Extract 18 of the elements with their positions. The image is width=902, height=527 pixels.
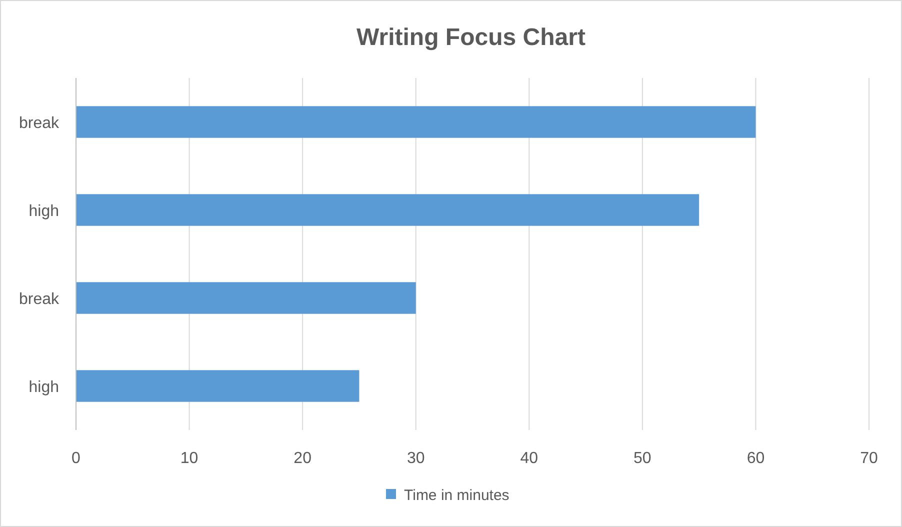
- x-tick-label: 10: [180, 450, 198, 467]
- x-tick-label: 40: [520, 450, 538, 467]
- x-tick-label: 20: [294, 450, 312, 467]
- bar: [76, 282, 416, 314]
- bar: [76, 370, 360, 402]
- y-tick-label: high: [28, 379, 59, 396]
- y-tick-label: break: [18, 291, 60, 308]
- y-tick-label: high: [28, 203, 59, 220]
- y-tick-label: break: [18, 115, 60, 132]
- chart-title: Writing Focus Chart: [356, 24, 586, 51]
- x-tick-label: 30: [406, 450, 425, 467]
- bar: [76, 194, 700, 226]
- x-tick-label: 60: [746, 450, 765, 467]
- bar: [76, 106, 756, 138]
- x-tick-label: 0: [72, 450, 81, 467]
- x-tick-label: 70: [860, 450, 878, 467]
- x-tick-label: 50: [634, 450, 652, 467]
- legend-label: Time in minutes: [404, 487, 510, 504]
